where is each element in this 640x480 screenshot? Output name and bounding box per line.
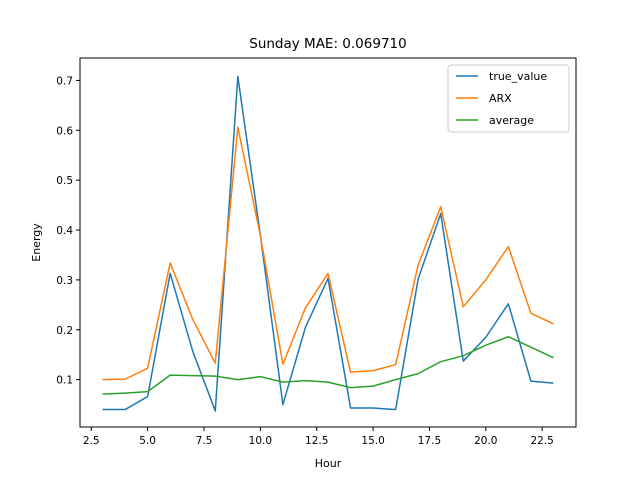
legend-label: ARX: [489, 92, 512, 105]
y-tick-label: 0.1: [56, 375, 73, 387]
series-line-arx: [102, 126, 554, 381]
series-line-average: [102, 335, 554, 395]
y-axis-ticks: 0.1 0.2 0.3 0.4 0.5 0.6 0.7: [56, 75, 80, 387]
y-axis-label: Energy: [30, 223, 43, 262]
x-tick-label: 15.0: [361, 435, 384, 447]
x-axis-ticks: 2.5 5.0 7.5 10.0 12.5 15.0 17.5 20.0 22.5: [83, 427, 554, 447]
chart-title: Sunday MAE: 0.069710: [249, 36, 406, 52]
y-tick-label: 0.6: [56, 125, 73, 137]
x-tick-label: 17.5: [418, 435, 441, 447]
x-axis-label: Hour: [315, 457, 342, 470]
series-line-true-value: [102, 75, 554, 412]
x-tick-label: 22.5: [530, 435, 553, 447]
legend-box: [447, 64, 570, 133]
y-tick-label: 0.7: [56, 75, 73, 87]
x-tick-label: 2.5: [83, 435, 100, 447]
legend: true_value ARX average: [447, 64, 570, 133]
plot-frame: [79, 57, 577, 428]
legend-label: average: [489, 114, 534, 127]
series-layer: [102, 75, 554, 412]
y-tick-label: 0.2: [56, 325, 73, 337]
legend-label: true_value: [489, 70, 547, 83]
x-tick-label: 10.0: [249, 435, 272, 447]
y-tick-label: 0.4: [56, 225, 73, 237]
x-tick-label: 5.0: [139, 435, 156, 447]
x-tick-label: 12.5: [305, 435, 328, 447]
y-tick-label: 0.5: [56, 175, 73, 187]
y-tick-label: 0.3: [56, 275, 73, 287]
x-tick-label: 7.5: [196, 435, 213, 447]
x-tick-label: 20.0: [474, 435, 497, 447]
